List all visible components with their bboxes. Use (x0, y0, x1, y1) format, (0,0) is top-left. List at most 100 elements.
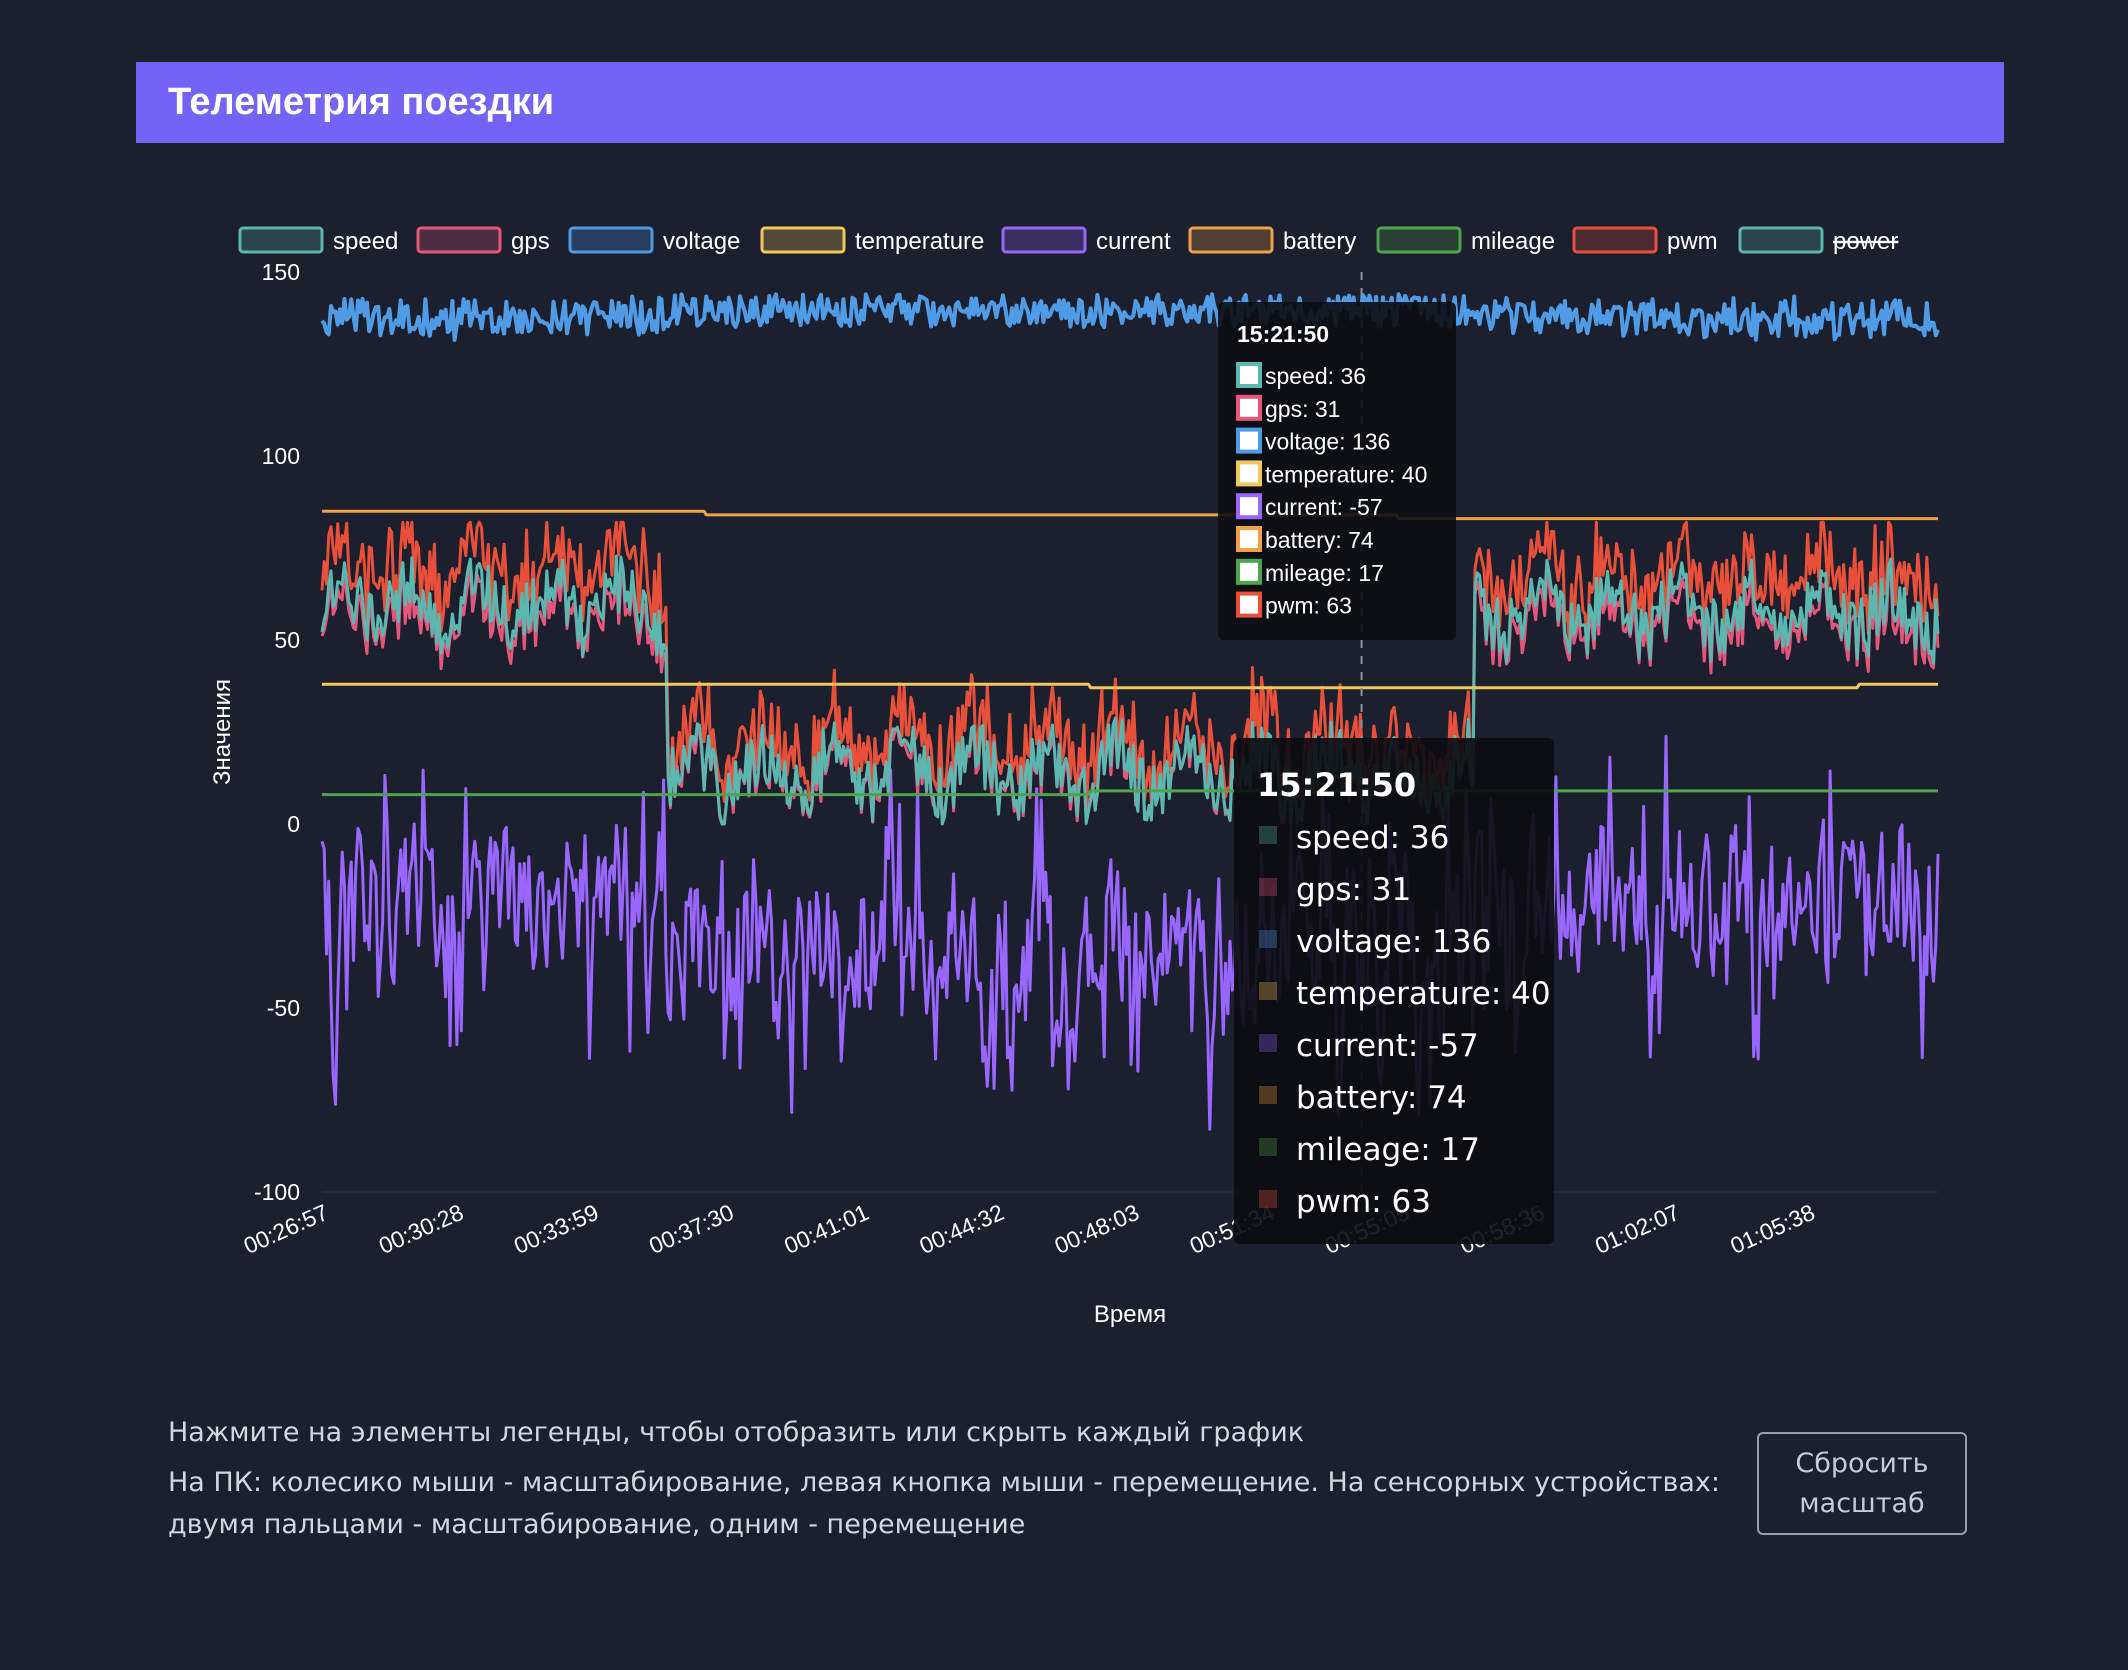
tooltip-compact-swatch-voltage (1236, 427, 1262, 454)
x-tick-label: 01:02:07 (1591, 1199, 1683, 1259)
series-line-voltage (320, 292, 1940, 342)
x-axis-label: Время (1094, 1301, 1166, 1328)
chart-legend: speed gps voltage temperature current battery… (238, 226, 1898, 255)
tooltip-compact-bg (1218, 302, 1456, 640)
y-tick-label: 100 (262, 443, 300, 469)
legend-item-current[interactable]: current (1001, 226, 1171, 255)
x-tick-label: 00:41:01 (780, 1199, 872, 1259)
y-tick-label: -50 (267, 995, 300, 1021)
x-axis: 00:26:57 00:30:28 00:33:59 00:37:30 00:41:01… (240, 1191, 1938, 1328)
y-tick-label: 50 (274, 627, 300, 653)
series-line-pwm (320, 520, 1940, 821)
tooltip-large-item-gps: gps: 31 (1296, 872, 1411, 908)
legend-label-speed: speed (333, 228, 398, 255)
y-tick-label: 150 (262, 259, 300, 285)
legend-swatch-battery (1188, 226, 1274, 254)
legend-item-battery[interactable]: battery (1188, 226, 1356, 255)
x-tick-label: 00:37:30 (645, 1199, 737, 1259)
x-tick-label: 00:30:28 (375, 1199, 467, 1259)
tooltip-compact-item-gps: gps: 31 (1265, 396, 1340, 422)
tooltip-large-item-voltage: voltage: 136 (1296, 924, 1491, 960)
tooltip-large-item-speed: speed: 36 (1296, 820, 1449, 856)
footer-hints: Нажмите на элементы легенды, чтобы отобр… (168, 1412, 1728, 1554)
legend-swatch-pwm (1572, 226, 1658, 254)
y-axis-label: Значения (209, 679, 236, 785)
legend-item-pwm[interactable]: pwm (1572, 226, 1718, 255)
tooltip-compact-item-current: current: -57 (1265, 494, 1383, 520)
tooltip-large-swatch-battery (1259, 1086, 1277, 1104)
legend-swatch-current (1001, 226, 1087, 254)
reset-zoom-button[interactable]: Сбросить масштаб (1757, 1432, 1967, 1535)
x-tick-label: 01:05:38 (1726, 1199, 1818, 1259)
tooltip-large-swatch-gps (1259, 878, 1277, 896)
series-line-speed (320, 554, 1940, 826)
legend-swatch-mileage (1376, 226, 1462, 254)
legend-label-temperature: temperature (855, 228, 984, 255)
tooltip-compact-item-pwm: pwm: 63 (1265, 593, 1352, 619)
tooltip-compact-swatch-mileage (1236, 558, 1262, 585)
telemetry-chart[interactable]: speed gps voltage temperature current battery… (0, 0, 2128, 1360)
series-line-current (320, 735, 1940, 1131)
legend-label-pwm: pwm (1667, 228, 1718, 255)
legend-item-power[interactable]: power (1738, 226, 1898, 255)
tooltips: 15:21:50 speed: 36 gps: 31 voltage: 136 temp… (1218, 302, 1554, 1244)
series-line-mileage (322, 789, 1938, 797)
tooltip-compact-swatch-current (1236, 493, 1262, 520)
legend-item-voltage[interactable]: voltage (568, 226, 740, 255)
legend-swatch-temperature (760, 226, 846, 254)
tooltip-large: 15:21:50 speed: 36 gps: 31 voltage: 136 temp… (1234, 738, 1554, 1244)
legend-label-gps: gps (511, 228, 550, 255)
tooltip-large-swatch-voltage (1259, 930, 1277, 948)
tooltip-compact: 15:21:50 speed: 36 gps: 31 voltage: 136 temp… (1218, 302, 1456, 640)
tooltip-compact-swatch-pwm (1236, 591, 1262, 618)
tooltip-large-bg (1234, 738, 1554, 1244)
legend-label-battery: battery (1283, 228, 1356, 255)
x-tick-label: 00:44:32 (915, 1199, 1007, 1259)
x-tick-label: 00:33:59 (510, 1199, 602, 1259)
controls-hint: На ПК: колесико мыши - масштабирование, … (168, 1467, 1720, 1540)
y-axis: 150 100 50 0 -50 -100 Значения (209, 259, 300, 1205)
tooltip-large-item-battery: battery: 74 (1296, 1080, 1467, 1116)
tooltip-large-item-pwm: pwm: 63 (1296, 1184, 1431, 1220)
x-tick-label: 00:26:57 (240, 1199, 332, 1259)
page-title: Телеметрия поездки (168, 81, 555, 123)
legend-item-gps[interactable]: gps (416, 226, 550, 255)
legend-label-voltage: voltage (663, 228, 740, 255)
tooltip-large-item-temperature: temperature: 40 (1296, 976, 1551, 1012)
tooltip-compact-swatch-speed (1236, 362, 1262, 388)
legend-swatch-speed (238, 226, 324, 254)
tooltip-large-swatch-current (1259, 1034, 1277, 1052)
legend-label-power: power (1833, 228, 1898, 255)
tooltip-compact-item-speed: speed: 36 (1265, 363, 1366, 389)
legend-swatch-voltage (568, 226, 654, 254)
tooltip-compact-item-temperature: temperature: 40 (1265, 461, 1427, 487)
tooltip-compact-swatch-gps (1236, 394, 1262, 421)
y-tick-label: -100 (254, 1179, 300, 1205)
legend-swatch-power (1738, 226, 1824, 254)
tooltip-large-swatch-mileage (1259, 1138, 1277, 1156)
tooltip-large-item-current: current: -57 (1296, 1028, 1479, 1064)
tooltip-compact-swatch-temperature (1236, 460, 1262, 487)
legend-label-current: current (1096, 228, 1171, 255)
page-header: Телеметрия поездки (136, 62, 2004, 143)
series-line-battery (322, 509, 1938, 521)
legend-item-temperature[interactable]: temperature (760, 226, 984, 255)
tooltip-compact-item-voltage: voltage: 136 (1265, 429, 1390, 455)
tooltip-large-title: 15:21:50 (1257, 766, 1416, 804)
legend-item-speed[interactable]: speed (238, 226, 398, 255)
legend-hint: Нажмите на элементы легенды, чтобы отобр… (168, 1417, 1305, 1448)
x-tick-label: 00:48:03 (1051, 1199, 1143, 1259)
plot-area (320, 272, 1940, 1192)
legend-swatch-gps (416, 226, 502, 254)
tooltip-large-swatch-pwm (1259, 1190, 1277, 1208)
tooltip-large-item-mileage: mileage: 17 (1296, 1132, 1480, 1168)
legend-item-mileage[interactable]: mileage (1376, 226, 1555, 255)
legend-label-mileage: mileage (1471, 228, 1555, 255)
tooltip-large-swatch-speed (1259, 826, 1277, 844)
series-line-temperature (322, 682, 1938, 690)
tooltip-compact-swatch-battery (1236, 526, 1262, 552)
tooltip-compact-item-battery: battery: 74 (1265, 527, 1374, 553)
y-tick-label: 0 (287, 811, 300, 837)
tooltip-compact-title: 15:21:50 (1237, 321, 1329, 347)
tooltip-compact-item-mileage: mileage: 17 (1265, 560, 1384, 586)
